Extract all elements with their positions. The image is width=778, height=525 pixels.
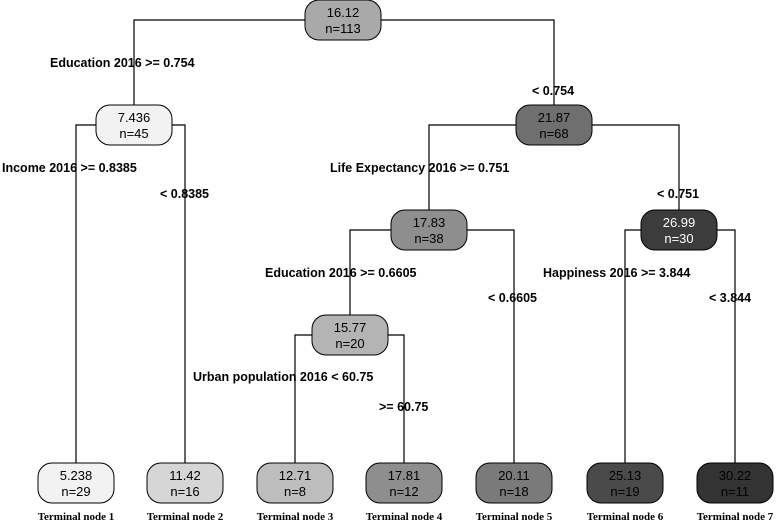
split-label-s6: < 0.751 xyxy=(657,187,699,201)
edge-n3-n6 xyxy=(428,124,516,210)
node-n12: 15.77n=20 xyxy=(311,314,389,356)
edge-n3-n7 xyxy=(592,124,680,210)
node-t5: 20.11n=18 xyxy=(475,462,553,504)
split-label-s5: Life Expectancy 2016 >= 0.751 xyxy=(330,161,509,175)
node-count: n=30 xyxy=(664,231,693,246)
split-labels: Education 2016 >= 0.754 < 0.754 Income 201… xyxy=(2,56,751,414)
node-count: n=12 xyxy=(389,484,418,499)
node-value: 25.13 xyxy=(609,468,642,483)
node-count: n=68 xyxy=(539,126,568,141)
node-value: 12.71 xyxy=(279,468,312,483)
node-value: 20.11 xyxy=(498,468,530,483)
split-label-s3: Income 2016 >= 0.8385 xyxy=(2,161,137,175)
node-n3: 21.87n=68 xyxy=(515,104,593,146)
node-box xyxy=(515,104,593,146)
edge-root-n2 xyxy=(133,19,305,105)
node-root: 16.12n=113 xyxy=(304,0,382,41)
node-n6: 17.83n=38 xyxy=(390,209,468,251)
node-count: n=19 xyxy=(610,484,639,499)
node-count: n=20 xyxy=(335,336,364,351)
node-box xyxy=(640,209,718,251)
edge-n12-t3 xyxy=(294,334,312,463)
node-value: 7.436 xyxy=(118,110,151,125)
node-box xyxy=(311,314,389,356)
node-count: n=113 xyxy=(325,21,361,36)
split-label-s4: < 0.8385 xyxy=(160,187,209,201)
node-box xyxy=(304,0,382,41)
terminal-labels: Terminal node 1 Terminal node 2 Terminal n… xyxy=(38,511,774,523)
terminal-label-4: Terminal node 4 xyxy=(366,511,443,523)
node-count: n=16 xyxy=(170,484,199,499)
node-box xyxy=(586,462,664,504)
edge-n6-n12 xyxy=(349,229,391,315)
node-count: n=18 xyxy=(499,484,528,499)
terminal-label-1: Terminal node 1 xyxy=(38,511,115,523)
edge-n2-t2 xyxy=(172,124,186,463)
node-box xyxy=(146,462,224,504)
split-label-s2: < 0.754 xyxy=(532,84,574,98)
node-value: 11.42 xyxy=(169,468,201,483)
split-label-s7: Education 2016 >= 0.6605 xyxy=(265,266,417,280)
node-box xyxy=(390,209,468,251)
node-box xyxy=(696,462,774,504)
node-t6: 25.13n=19 xyxy=(586,462,664,504)
node-t2: 11.42n=16 xyxy=(146,462,224,504)
split-label-s10: < 3.844 xyxy=(709,291,751,305)
node-value: 26.99 xyxy=(663,215,696,230)
node-n7: 26.99n=30 xyxy=(640,209,718,251)
terminal-label-3: Terminal node 3 xyxy=(257,511,334,523)
node-box xyxy=(95,104,173,146)
node-t7: 30.22n=11 xyxy=(696,462,774,504)
node-value: 30.22 xyxy=(719,468,752,483)
edge-n6-t5 xyxy=(467,229,515,463)
split-label-s11: Urban population 2016 < 60.75 xyxy=(193,370,373,384)
node-value: 16.12 xyxy=(327,5,360,20)
node-count: n=29 xyxy=(61,484,90,499)
node-count: n=8 xyxy=(284,484,306,499)
node-value: 17.81 xyxy=(388,468,421,483)
node-t3: 12.71n=8 xyxy=(256,462,334,504)
split-label-s1: Education 2016 >= 0.754 xyxy=(50,56,195,70)
terminal-label-5: Terminal node 5 xyxy=(476,511,553,523)
node-count: n=45 xyxy=(119,126,148,141)
split-label-s9: Happiness 2016 >= 3.844 xyxy=(543,266,690,280)
node-value: 21.87 xyxy=(538,110,571,125)
node-box xyxy=(37,462,115,504)
node-value: 5.238 xyxy=(60,468,93,483)
node-box xyxy=(475,462,553,504)
node-value: 15.77 xyxy=(334,320,367,335)
terminal-label-2: Terminal node 2 xyxy=(147,511,224,523)
edge-n7-t7 xyxy=(717,229,736,463)
edge-root-n3 xyxy=(381,19,555,105)
node-value: 17.83 xyxy=(413,215,446,230)
edge-n2-t1 xyxy=(75,124,96,463)
node-box xyxy=(256,462,334,504)
node-count: n=38 xyxy=(414,231,443,246)
tree-edges xyxy=(75,19,736,463)
terminal-label-7: Terminal node 7 xyxy=(697,511,774,523)
node-count: n=11 xyxy=(721,484,749,499)
split-label-s12: >= 60.75 xyxy=(379,400,428,414)
node-box xyxy=(365,462,443,504)
split-label-s8: < 0.6605 xyxy=(488,291,537,305)
node-t4: 17.81n=12 xyxy=(365,462,443,504)
edge-n12-t4 xyxy=(388,334,405,463)
terminal-label-6: Terminal node 6 xyxy=(587,511,664,523)
edge-n7-t6 xyxy=(624,229,641,463)
